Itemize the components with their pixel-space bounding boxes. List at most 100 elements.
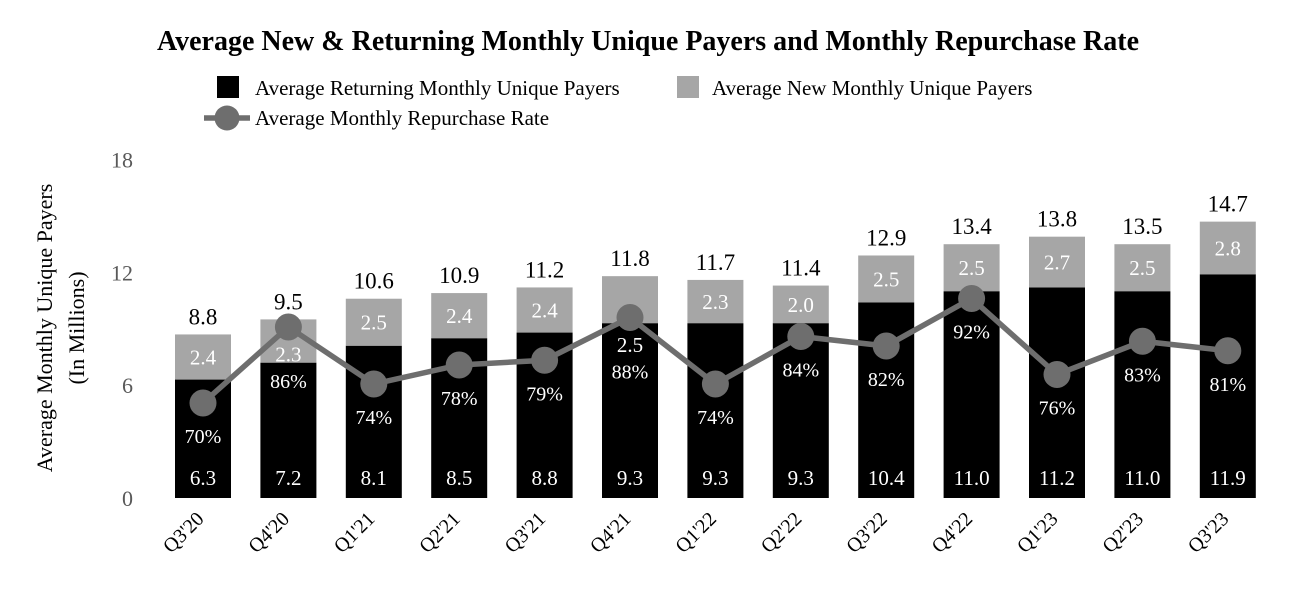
x-axis-label: Q1'23 xyxy=(1013,508,1063,558)
y-axis-tick-label: 12 xyxy=(111,260,133,285)
rate-marker xyxy=(1043,361,1071,388)
bar-new-label: 2.5 xyxy=(958,256,984,280)
bar-new-segment xyxy=(175,334,231,380)
bar-new-label: 2.5 xyxy=(617,333,643,357)
bar-returning-label: 6.3 xyxy=(190,466,216,490)
legend-swatch-new-icon xyxy=(677,76,699,98)
bar-new-segment xyxy=(1029,236,1085,288)
bar-returning-segment xyxy=(687,323,744,498)
bar-returning-label: 11.9 xyxy=(1210,466,1246,490)
bar-new-label: 2.0 xyxy=(788,293,814,317)
legend-marker-rate-icon xyxy=(214,105,240,131)
bar-returning-label: 10.4 xyxy=(868,466,905,490)
x-axis-label: Q4'20 xyxy=(244,508,294,558)
bar-returning-label: 9.3 xyxy=(702,466,728,490)
bar-returning-label: 11.0 xyxy=(1124,466,1160,490)
bar-returning-segment xyxy=(602,323,658,498)
y-axis-tick-label: 18 xyxy=(111,148,133,173)
bar-total-label: 14.7 xyxy=(1208,192,1248,217)
bar-total-label: 11.4 xyxy=(781,256,821,281)
bar-total-label: 13.5 xyxy=(1122,214,1162,239)
bar-new-label: 2.3 xyxy=(275,343,301,367)
bar-new-segment xyxy=(772,285,829,324)
y-axis-tick-label: 6 xyxy=(122,373,133,398)
bar-new-label: 2.4 xyxy=(531,299,558,323)
bar-total-label: 11.8 xyxy=(610,246,649,271)
rate-marker xyxy=(1128,327,1156,355)
x-axis-label: Q4'22 xyxy=(928,508,978,558)
rate-marker xyxy=(872,332,900,360)
bar-returning-segment xyxy=(1029,287,1085,498)
y-axis-tick-label: 0 xyxy=(122,486,133,511)
repurchase-rate-label: 82% xyxy=(868,369,905,391)
bar-new-label: 2.4 xyxy=(190,346,217,370)
bar-returning-segment xyxy=(260,362,317,498)
legend-label-rate: Average Monthly Repurchase Rate xyxy=(255,106,549,130)
repurchase-rate-label: 78% xyxy=(441,388,478,410)
bar-returning-label: 11.2 xyxy=(1039,466,1075,490)
bar-returning-label: 7.2 xyxy=(275,466,301,490)
x-axis-label: Q2'21 xyxy=(415,508,465,558)
bar-new-segment xyxy=(687,279,744,324)
x-axis-label: Q2'22 xyxy=(757,508,807,558)
bar-returning-label: 8.1 xyxy=(361,466,387,490)
bar-returning-segment xyxy=(772,323,829,498)
bar-total-label: 13.4 xyxy=(951,214,992,239)
repurchase-rate-label: 92% xyxy=(953,322,990,344)
rate-marker xyxy=(958,285,986,312)
bar-new-label: 2.5 xyxy=(1129,256,1155,280)
bar-total-label: 11.7 xyxy=(696,250,735,275)
x-axis-label: Q3'23 xyxy=(1184,508,1234,558)
bar-new-label: 2.5 xyxy=(361,311,387,335)
bar-new-label: 2.5 xyxy=(873,267,899,291)
rate-marker xyxy=(189,389,217,417)
rate-marker xyxy=(701,370,729,398)
repurchase-rate-label: 84% xyxy=(782,360,819,382)
bar-new-segment xyxy=(858,255,915,303)
bar-total-label: 8.8 xyxy=(189,304,218,329)
x-axis-label: Q3'21 xyxy=(501,508,551,558)
x-axis-label: Q3'22 xyxy=(842,508,892,558)
chart-title: Average New & Returning Monthly Unique P… xyxy=(157,26,1139,57)
bar-new-segment xyxy=(345,298,402,346)
x-axis-label: Q2'23 xyxy=(1098,508,1148,558)
rate-marker xyxy=(1214,337,1242,365)
bar-new-segment xyxy=(943,244,1000,292)
bar-new-segment xyxy=(431,293,488,339)
bar-returning-label: 8.5 xyxy=(446,466,472,490)
rate-marker xyxy=(445,351,473,379)
bar-returning-label: 9.3 xyxy=(788,466,814,490)
bar-new-label: 2.3 xyxy=(702,290,728,314)
rate-marker xyxy=(531,346,559,374)
bar-new-segment xyxy=(516,287,573,333)
bar-total-label: 13.8 xyxy=(1037,207,1077,232)
bar-returning-segment xyxy=(943,291,1000,498)
repurchase-rate-label: 74% xyxy=(355,407,392,429)
bar-new-label: 2.8 xyxy=(1215,236,1241,260)
x-axis-label: Q1'22 xyxy=(671,508,721,558)
x-axis-label: Q1'21 xyxy=(330,508,380,558)
bar-new-label: 2.4 xyxy=(446,304,473,328)
bar-total-label: 11.2 xyxy=(525,257,564,282)
chart-legend: Average Returning Monthly Unique Payers … xyxy=(204,76,1032,131)
bar-total-label: 9.5 xyxy=(274,289,303,314)
repurchase-rate-label: 74% xyxy=(697,407,734,429)
bar-returning-label: 8.8 xyxy=(531,466,557,490)
repurchase-rate-label: 70% xyxy=(185,426,222,448)
x-axis-label: Q3'20 xyxy=(159,508,209,558)
rate-marker xyxy=(360,370,388,398)
repurchase-rate-label: 76% xyxy=(1039,398,1076,420)
bar-new-segment xyxy=(1199,221,1256,275)
rate-marker xyxy=(616,304,644,331)
x-axis-label: Q4'21 xyxy=(586,508,636,558)
legend-swatch-returning-icon xyxy=(217,76,239,98)
repurchase-rate-label: 88% xyxy=(612,362,649,384)
bar-returning-segment xyxy=(1114,291,1171,498)
y-axis-title-line2: (In Millions) xyxy=(64,271,89,384)
bar-returning-segment xyxy=(1199,274,1256,498)
bar-new-label: 2.7 xyxy=(1044,251,1070,275)
bar-returning-label: 11.0 xyxy=(954,466,990,490)
repurchase-rate-label: 81% xyxy=(1209,374,1246,396)
